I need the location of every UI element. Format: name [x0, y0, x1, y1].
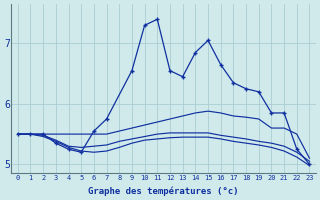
X-axis label: Graphe des températures (°c): Graphe des températures (°c) — [88, 186, 239, 196]
